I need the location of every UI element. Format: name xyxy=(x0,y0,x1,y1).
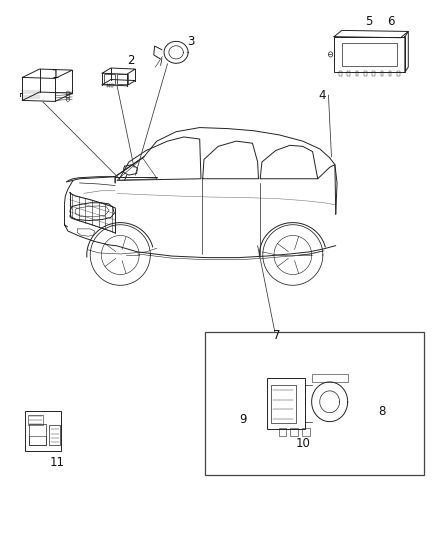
Bar xyxy=(302,429,310,436)
Bar xyxy=(290,429,298,436)
Text: 1: 1 xyxy=(51,68,59,81)
Bar xyxy=(347,71,350,76)
Bar xyxy=(117,74,127,84)
Bar xyxy=(106,84,108,87)
Bar xyxy=(339,71,342,76)
Bar xyxy=(334,37,405,72)
Bar xyxy=(397,71,400,76)
Bar xyxy=(29,424,46,445)
Text: 11: 11 xyxy=(49,456,64,469)
Text: 2: 2 xyxy=(127,54,135,67)
Bar xyxy=(364,71,367,76)
Bar xyxy=(372,71,375,76)
Text: 8: 8 xyxy=(378,405,386,418)
Bar xyxy=(271,385,296,423)
Bar xyxy=(49,425,60,445)
Bar xyxy=(29,436,46,445)
Bar xyxy=(205,332,424,475)
Bar xyxy=(104,74,115,84)
Text: 9: 9 xyxy=(239,413,246,425)
Text: 3: 3 xyxy=(187,35,195,49)
Text: 5: 5 xyxy=(365,14,372,28)
Bar xyxy=(356,71,358,76)
Text: 10: 10 xyxy=(295,437,310,449)
Bar xyxy=(311,374,348,382)
Text: 6: 6 xyxy=(387,14,395,28)
Bar xyxy=(28,415,43,425)
Bar xyxy=(279,429,286,436)
Bar xyxy=(381,71,383,76)
Text: 4: 4 xyxy=(318,88,326,102)
Bar xyxy=(25,410,61,451)
Bar xyxy=(268,378,305,430)
Circle shape xyxy=(328,52,333,57)
Bar xyxy=(389,71,392,76)
Text: 7: 7 xyxy=(273,329,281,342)
Bar xyxy=(342,43,397,66)
Bar xyxy=(111,84,113,87)
Bar xyxy=(109,84,110,87)
